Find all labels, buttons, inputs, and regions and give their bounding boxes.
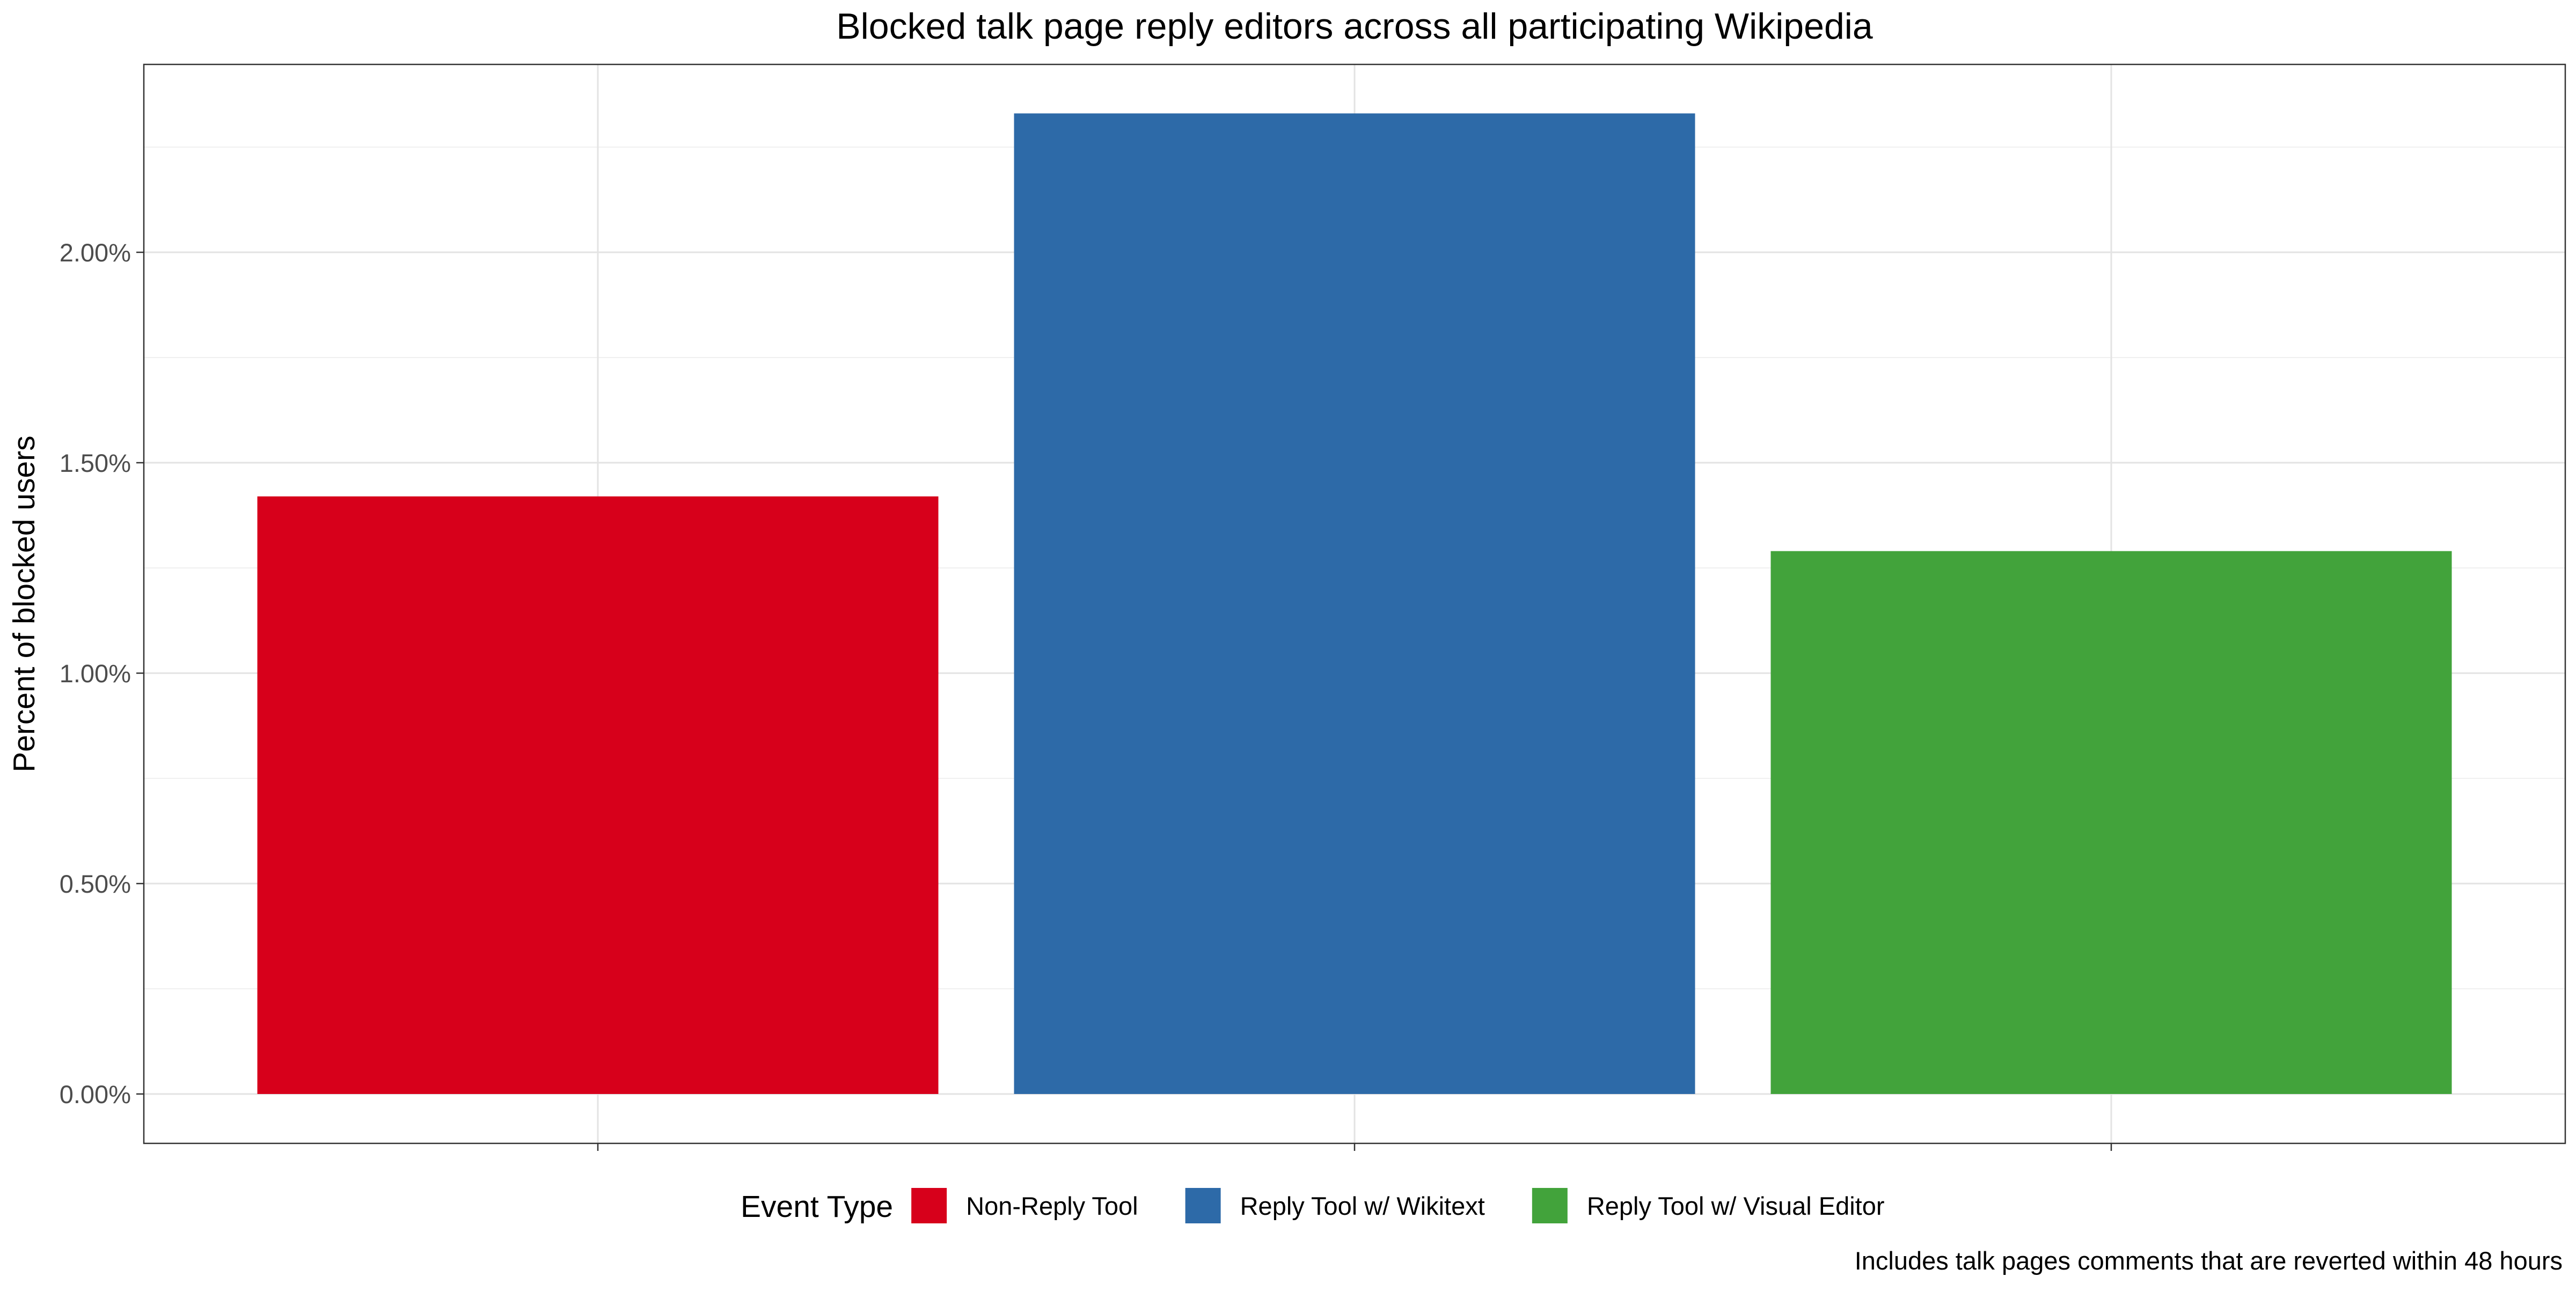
y-tick-label: 2.00% bbox=[60, 238, 131, 267]
bar-reply-tool-w-visual-editor bbox=[1770, 551, 2452, 1094]
chart-caption: Includes talk pages comments that are re… bbox=[1855, 1246, 2563, 1275]
chart-title: Blocked talk page reply editors across a… bbox=[836, 6, 1873, 47]
y-tick-label: 0.00% bbox=[60, 1080, 131, 1108]
y-axis: 0.00% 0.50% 1.00% 1.50% 2.00% bbox=[60, 238, 144, 1108]
legend-key bbox=[1532, 1188, 1568, 1223]
y-tick-label: 1.50% bbox=[60, 449, 131, 477]
x-axis bbox=[597, 1143, 2112, 1151]
y-axis-label: Percent of blocked users bbox=[7, 435, 41, 772]
bar-reply-tool-w-wikitext bbox=[1014, 113, 1695, 1094]
legend-label: Non-Reply Tool bbox=[966, 1192, 1138, 1220]
bars bbox=[257, 113, 2452, 1094]
legend-key bbox=[911, 1188, 947, 1223]
legend: Event Type Non-Reply Tool Reply Tool w/ W… bbox=[741, 1188, 1885, 1224]
legend-label: Reply Tool w/ Wikitext bbox=[1240, 1192, 1485, 1220]
legend-label: Reply Tool w/ Visual Editor bbox=[1587, 1192, 1885, 1220]
y-tick-label: 1.00% bbox=[60, 659, 131, 688]
legend-key bbox=[1185, 1188, 1221, 1223]
legend-title: Event Type bbox=[741, 1190, 893, 1224]
y-tick-label: 0.50% bbox=[60, 870, 131, 898]
bar-non-reply-tool bbox=[257, 496, 939, 1094]
